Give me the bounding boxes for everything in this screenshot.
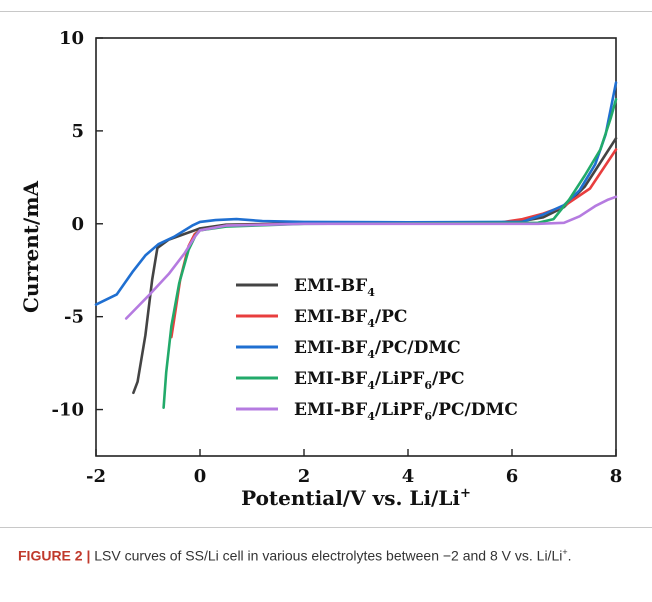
legend-label-2: EMI-BF4/PC [294,307,407,330]
y-tick-label: 10 [59,28,84,49]
legend-label-5: EMI-BF4/LiPF6/PC/DMC [294,400,518,423]
caption-sup: + [562,547,568,557]
legend-label-3: EMI-BF4/PC/DMC [294,338,461,361]
caption-text: LSV curves of SS/Li cell in various elec… [90,547,563,564]
bottom-divider [0,527,652,528]
series-line-5 [124,195,618,320]
x-tick-label: 0 [194,466,207,487]
x-axis-title-main: Potential/V vs. Li/Li [241,486,460,510]
y-tick-label: 5 [71,121,84,142]
caption-label: FIGURE 2 | [18,547,91,564]
top-divider [0,11,652,12]
caption-end: . [567,547,572,564]
ticks [95,37,617,456]
series-line-3 [94,81,618,306]
figure-caption: FIGURE 2 | LSV curves of SS/Li cell in v… [18,542,638,566]
plot-frame [95,37,617,457]
series-lines [94,81,618,410]
x-tick-label: 6 [506,466,519,487]
x-tick-label: 4 [402,466,415,487]
legend: EMI-BF4 EMI-BF4/PC EMI-BF4/PC/DMC EMI-BF4/L… [236,276,518,423]
x-tick-label: -2 [86,466,106,487]
y-axis-title: Current/mA [19,181,43,314]
x-tick-label: 8 [610,466,623,487]
y-tick-label: -5 [64,307,84,328]
y-tick-label: 0 [71,214,84,235]
tick-labels: -2 0 2 4 6 8 10 5 0 -5 -10 [51,28,622,487]
y-tick-label: -10 [51,400,84,421]
legend-label-4: EMI-BF4/LiPF6/PC [294,369,465,392]
x-axis-title: Potential/V vs. Li/Li+ [241,486,471,510]
x-tick-label: 2 [298,466,311,487]
x-axis-title-sup: + [460,486,471,501]
series-line-4 [162,98,618,410]
legend-label-1: EMI-BF4 [294,276,375,299]
